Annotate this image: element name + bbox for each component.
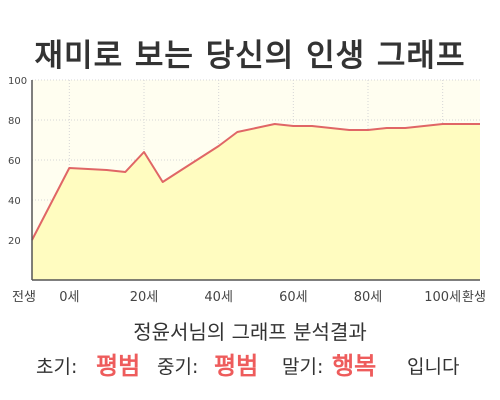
y-tick-label: 20 — [8, 236, 21, 247]
x-tick-label: 60세 — [279, 290, 308, 305]
y-tick-label: 80 — [8, 116, 21, 127]
result-ending: 입니다 — [407, 356, 460, 378]
x-tick-label: 전생 — [12, 290, 36, 305]
x-tick-label: 40세 — [204, 290, 233, 305]
late-stage-label: 말기: — [282, 356, 324, 378]
y-tick-label: 100 — [8, 76, 27, 87]
middle-stage-label: 중기: — [157, 356, 199, 378]
chart-title: 재미로 보는 당신의 인생 그래프 — [34, 38, 466, 74]
x-tick-label: 80세 — [354, 290, 383, 305]
x-tick-label: 0세 — [59, 290, 79, 305]
late-stage-value: 행복 — [332, 352, 377, 380]
middle-stage-value: 평범 — [214, 352, 259, 380]
y-tick-label: 40 — [8, 196, 21, 207]
series-line — [31, 123, 480, 241]
early-stage-label: 초기: — [36, 356, 78, 378]
y-tick-label: 60 — [8, 156, 21, 167]
x-tick-label: 100세 — [424, 290, 461, 305]
series-area — [32, 124, 480, 280]
result-title: 정윤서님의 그래프 분석결과 — [133, 320, 367, 344]
x-tick-label: 환생 — [462, 290, 486, 305]
early-stage-value: 평범 — [96, 352, 141, 380]
x-tick-label: 20세 — [130, 290, 159, 305]
result-summary: 초기: 평범 중기: 평범 말기: 행복 입니다 — [0, 342, 500, 382]
life-graph-chart: 100 80 60 40 20 전생 0세 20세 40세 60세 80세 100세 환생 — [8, 76, 486, 305]
